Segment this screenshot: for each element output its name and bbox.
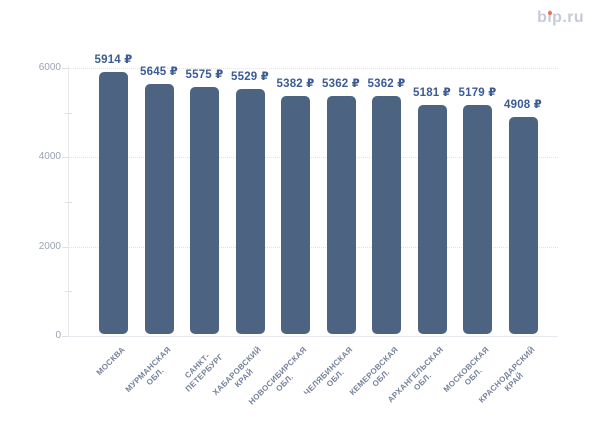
bip-logo[interactable]: bip.ru	[537, 9, 584, 27]
gridline	[69, 68, 558, 69]
bar	[508, 116, 538, 334]
y-axis-tick	[62, 68, 68, 69]
bar-value-label: 5529 ₽	[231, 71, 269, 84]
bar-value-label: 5181 ₽	[413, 86, 451, 99]
bar	[190, 86, 219, 334]
bar-value-label: 5645 ₽	[140, 65, 178, 78]
y-axis-tick-label: 0	[55, 330, 61, 341]
bip-logo-text: bip.ru	[537, 9, 584, 26]
bar-value-label: 5362 ₽	[322, 78, 360, 91]
y-axis-minor-tick	[65, 291, 72, 293]
bar-value-label: 5362 ₽	[367, 78, 406, 91]
bar	[144, 83, 174, 334]
x-axis-label: МОСКВА	[94, 345, 127, 378]
y-axis-minor-tick	[65, 112, 72, 114]
bar	[281, 95, 310, 334]
y-axis-tick-label: 2000	[38, 240, 61, 252]
y-axis-tick-label: 4000	[38, 151, 61, 163]
x-axis-label: МУРМАНСКАЯ ОБЛ.	[123, 345, 173, 394]
y-axis-minor-tick	[65, 202, 72, 203]
x-axis-baseline	[68, 336, 558, 337]
bar	[417, 104, 447, 334]
bar-value-label: 5179 ₽	[458, 86, 497, 99]
gridline	[69, 246, 558, 248]
bar-value-label: 5382 ₽	[276, 77, 315, 90]
bar-value-label: 4908 ₽	[504, 98, 542, 111]
bar	[99, 71, 128, 334]
logo-i-dot	[547, 10, 552, 15]
bar	[463, 104, 492, 334]
gridline	[69, 157, 558, 159]
y-axis-tick-label: 6000	[38, 62, 61, 73]
bar-value-label: 5914 ₽	[94, 53, 133, 66]
y-axis-line	[68, 66, 69, 337]
bar	[372, 96, 401, 334]
bar-value-label: 5575 ₽	[185, 68, 224, 81]
bar	[235, 89, 265, 334]
bar	[326, 96, 356, 334]
y-axis-tick	[62, 246, 68, 248]
y-axis-tick	[62, 336, 68, 337]
y-axis-tick	[62, 157, 68, 159]
